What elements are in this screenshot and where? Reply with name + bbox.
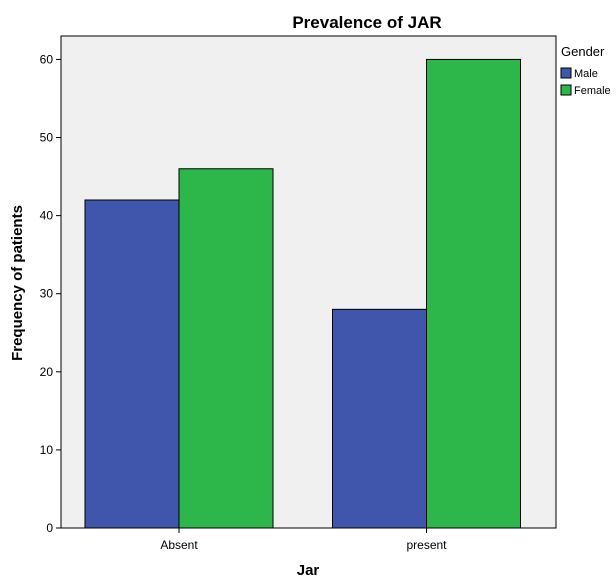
legend-label-male: Male [574, 68, 598, 80]
legend: Gender Male Female [560, 44, 611, 97]
chart-title: Prevalence of JAR [292, 13, 441, 32]
bar-absent-male [84, 199, 180, 529]
bars-group [84, 58, 521, 529]
x-tick-label-absent: Absent [160, 538, 198, 552]
bar-present-female [426, 58, 521, 529]
legend-swatch-male [560, 67, 572, 79]
bar-absent-female [178, 168, 274, 529]
y-tick-label-40: 40 [40, 209, 54, 223]
y-tick-label-30: 30 [40, 287, 54, 301]
legend-label-female: Female [574, 85, 611, 97]
y-axis-title: Frequency of patients [9, 205, 26, 361]
x-tick-label-present: present [406, 538, 447, 552]
y-tick-label-20: 20 [40, 365, 54, 379]
y-tick-label-10: 10 [40, 443, 54, 457]
x-axis: Absent present [160, 528, 447, 552]
x-axis-title: Jar [297, 562, 320, 579]
legend-swatch-female [560, 84, 572, 96]
bar-present-male [332, 308, 427, 529]
y-tick-label-0: 0 [46, 521, 53, 535]
y-axis: 0 10 20 30 40 50 60 [40, 52, 61, 535]
legend-title: Gender [561, 44, 605, 59]
y-tick-label-60: 60 [40, 52, 54, 66]
y-tick-label-50: 50 [40, 131, 54, 145]
